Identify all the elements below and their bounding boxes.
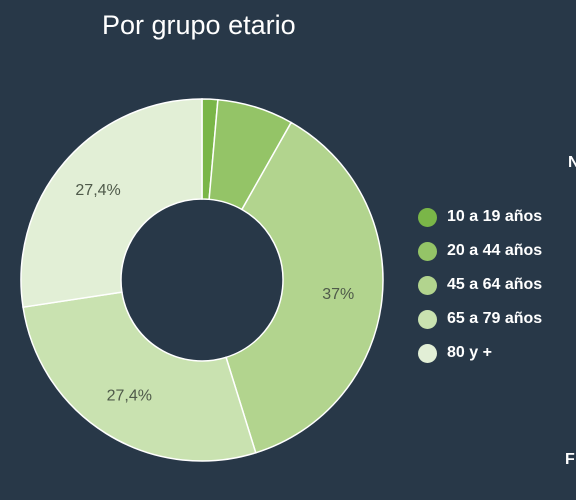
clipped-text-bottom-right: F	[565, 451, 575, 468]
legend-item-3[interactable]: 45 a 64 años	[418, 268, 542, 302]
legend-swatch-4	[418, 309, 437, 329]
legend-swatch-1	[418, 207, 437, 227]
slice-data-label-3: 37%	[322, 286, 354, 303]
legend-item-4[interactable]: 65 a 79 años	[418, 302, 542, 336]
pie-slice-5	[20, 98, 203, 309]
legend-swatch-5	[418, 343, 437, 363]
legend-label-1: 10 a 19 años	[447, 208, 543, 225]
clipped-text-top-right: N	[568, 154, 576, 171]
pie-slice-3	[225, 121, 384, 454]
legend-label-4: 65 a 79 años	[447, 310, 543, 327]
legend-label-5: 80 y +	[447, 344, 492, 361]
legend-swatch-2	[418, 241, 437, 261]
slice-data-label-5: 27,4%	[75, 182, 120, 199]
chart-title: Por grupo etario	[102, 10, 296, 40]
legend-label-3: 45 a 64 años	[447, 276, 543, 293]
legend-label-2: 20 a 44 años	[447, 242, 543, 259]
legend-item-2[interactable]: 20 a 44 años	[418, 234, 542, 268]
donut-chart: 37% 27,4% 27,4%	[20, 98, 384, 462]
chart-legend: 10 a 19 años 20 a 44 años 45 a 64 años 65 a…	[418, 200, 542, 370]
legend-swatch-3	[418, 275, 437, 295]
pie-slice-4	[22, 291, 257, 462]
slice-data-label-4: 27,4%	[107, 387, 152, 404]
legend-item-5[interactable]: 80 y +	[418, 336, 542, 370]
legend-item-1[interactable]: 10 a 19 años	[418, 200, 542, 234]
